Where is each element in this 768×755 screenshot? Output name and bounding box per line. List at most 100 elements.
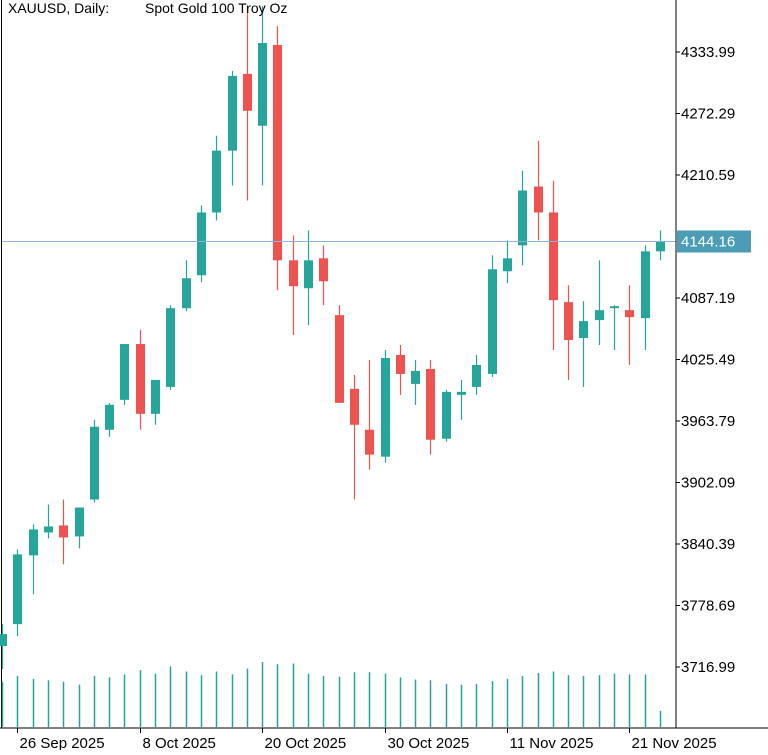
time-tick-label: 26 Sep 2025 [20,735,105,750]
candle-body [151,379,160,414]
candle-body [518,190,527,246]
candle [319,245,328,306]
candle [228,70,237,186]
candle [457,379,466,420]
candle [610,305,619,351]
candle [488,255,497,377]
candle-body [166,308,175,387]
candle [44,504,53,539]
price-tick-label: 3716.99 [681,659,735,676]
current-price-label-text: 4144.16 [681,234,735,251]
current-price-label-bg [677,230,751,253]
price-tick-label: 3840.39 [681,536,735,553]
candle [641,245,650,351]
candle-body [182,278,191,309]
candle [59,499,68,565]
candle-body [13,554,22,625]
candle [289,235,298,336]
candle [656,230,665,261]
candle-body [289,260,298,287]
symbol-description-label: Spot Gold 100 Troy Oz [145,0,287,16]
candle-body [0,634,7,647]
candle [350,374,359,500]
candle [120,344,129,405]
chart-title: XAUUSD, Daily: Spot Gold 100 Troy Oz [8,0,287,16]
candle [105,402,114,437]
candle-body [75,507,84,537]
candle-body [243,73,252,111]
candle [273,26,282,291]
candle-body [258,43,267,126]
candle-body [197,212,206,276]
price-axis[interactable]: 4333.99 4272.29 4210.59 4087.19 4025.49 3963.… [676,44,735,676]
price-tick-label: 4210.59 [681,167,735,184]
candle-body [365,429,374,455]
time-tick-label: 8 Oct 2025 [143,735,216,750]
candle [29,524,38,595]
candle [13,549,22,637]
candle [396,345,405,395]
price-tick-label: 4333.99 [681,44,735,61]
candle [503,240,512,284]
time-tick-label: 11 Nov 2025 [510,735,594,750]
candle-body [457,391,466,395]
candle-body [304,260,313,289]
candle-body [120,344,129,400]
time-tick-label: 21 Nov 2025 [632,735,717,750]
candle [365,359,374,470]
time-axis[interactable]: 26 Sep 2025 8 Oct 2025 20 Oct 2025 30 Oct 2… [17,728,717,752]
candle [381,350,390,463]
candle [411,359,420,405]
candle [579,301,588,387]
candle-body [212,150,221,213]
price-tick-label: 4272.29 [681,106,735,123]
price-tick-label: 4025.49 [681,352,735,369]
candle [136,330,145,430]
candle-body [335,315,344,403]
candle [258,6,267,186]
candle-body [396,355,405,374]
candle-body [488,269,497,374]
plot-frame-left [1,0,2,728]
candle [534,140,543,241]
candle-body [90,426,99,500]
price-tick-label: 3902.09 [681,475,735,492]
candle-body [442,391,451,439]
candle [75,507,84,549]
candle-body [105,404,114,430]
candle [518,170,527,266]
candle-body [610,306,619,309]
candle-body [656,241,665,252]
candle-body [579,321,588,339]
symbol-timeframe-label: XAUUSD, Daily: [8,0,109,16]
candle [166,305,175,390]
candle-body [503,258,512,272]
candle [243,6,252,201]
candle-body [228,75,237,151]
candle [595,260,604,346]
candle-body [59,525,68,538]
candle [564,285,573,380]
volume-bars [1,662,662,727]
price-tick-label: 4087.19 [681,290,735,307]
candle [212,135,221,221]
candle-body [29,529,38,556]
candle-body [273,45,282,261]
current-price-label: 4144.16 [677,230,751,253]
candle-body [534,186,543,213]
candle [426,359,435,455]
candle-body [641,251,650,319]
candle [625,285,634,365]
time-tick-label: 20 Oct 2025 [265,735,347,750]
candle-body [426,368,435,440]
price-tick-label: 3778.69 [681,598,735,615]
candles [0,6,665,669]
candle [442,389,451,442]
candle-body [472,364,481,387]
candle-body [625,310,634,318]
time-tick-label: 30 Oct 2025 [388,735,470,750]
candle-body [350,388,359,425]
candle-body [549,212,558,301]
